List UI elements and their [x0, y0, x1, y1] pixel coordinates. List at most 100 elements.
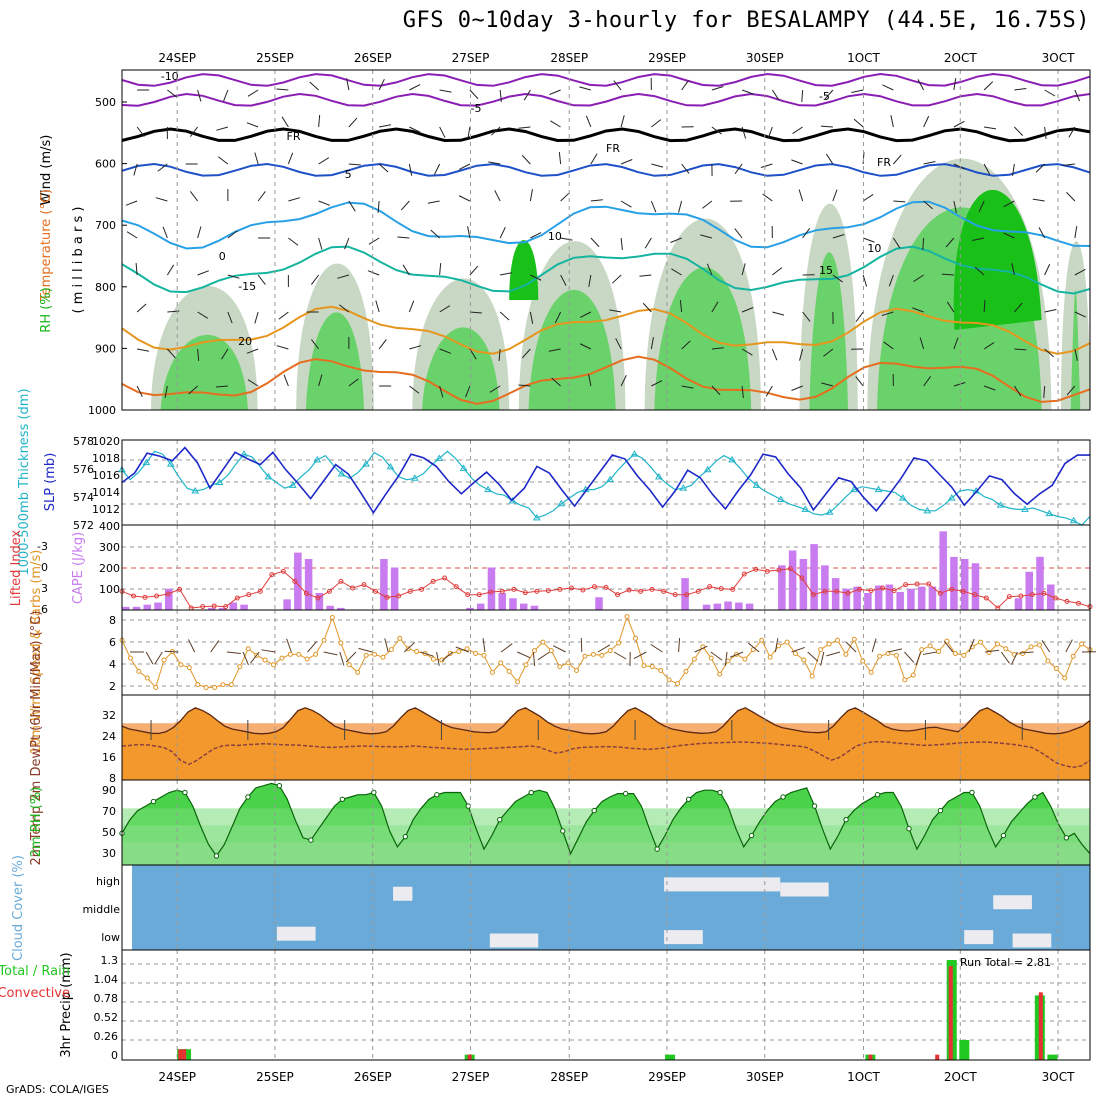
wind-barb: [1044, 263, 1051, 276]
precip-ytick-3: 0.52: [94, 1011, 119, 1024]
wind-speed-point: [153, 684, 159, 690]
wind10m-barb: [943, 640, 954, 653]
wind-barb: [639, 274, 652, 277]
wind-speed-point: [961, 652, 967, 658]
date-label-top-4: 28SEP: [550, 51, 588, 65]
wind-speed-point: [262, 657, 268, 663]
wind-speed-point: [809, 673, 815, 679]
wind-ytick-0: 8: [109, 614, 116, 627]
wind-barb: [767, 126, 773, 139]
wind-barb: [1014, 126, 1024, 136]
li-line: [121, 568, 1091, 609]
rh2m-band-2: [122, 808, 1090, 865]
wind-barb: [862, 194, 874, 202]
wind-barb: [922, 237, 925, 251]
wind-barb: [855, 311, 864, 323]
wind-barb: [287, 152, 294, 165]
thickness-ylabel: 1000-500mb Thickness (dm): [17, 388, 32, 575]
precip-ytick-4: 0.26: [94, 1030, 119, 1043]
wind-speed-point: [1079, 641, 1085, 647]
wind-barb: [281, 116, 289, 128]
wind10m-barb: [188, 639, 196, 653]
wind-barb: [550, 120, 561, 128]
upper-ylabel-wind: Wind (m/s): [39, 135, 54, 206]
wind-speed-point: [902, 677, 908, 683]
wind-barb: [1032, 198, 1045, 202]
wind10m-barb: [242, 651, 249, 666]
cloud-level-1: middle: [82, 903, 120, 916]
wind-barb: [318, 374, 323, 387]
cape-bar-8: [208, 607, 216, 610]
wind-barb: [762, 193, 773, 202]
wind-barb: [820, 125, 833, 128]
wind-barb: [136, 303, 147, 313]
wind-barb: [530, 274, 542, 281]
wind-speed-point: [380, 654, 386, 660]
wind-barb: [681, 163, 690, 174]
thickness-marker: [386, 462, 395, 470]
rh2m-point: [748, 832, 755, 839]
rh2m-point: [622, 790, 629, 797]
date-label-bottom-6: 30SEP: [746, 1070, 784, 1084]
thickness-marker: [679, 484, 688, 491]
thickness-marker: [825, 508, 834, 515]
wind-speed-point: [338, 640, 344, 646]
wind10m-barb: [384, 638, 389, 653]
wind-barb: [579, 343, 592, 350]
cape-bar-58: [745, 603, 754, 610]
wind-barb: [521, 348, 531, 359]
li-point: [338, 578, 344, 584]
cape-bar-69: [864, 593, 872, 610]
wind-barb: [311, 274, 320, 285]
wind-barb: [771, 89, 780, 101]
wind-barb: [348, 378, 359, 387]
cape-bar-11: [240, 604, 248, 610]
rh2m-point: [434, 792, 440, 798]
wind-speed-point: [590, 651, 596, 657]
wind-barb: [136, 385, 143, 398]
wind-barb: [197, 311, 209, 319]
wind10m-barb: [724, 651, 728, 666]
precip-ytick-2: 0.78: [94, 992, 119, 1005]
rh2m-point: [276, 782, 283, 789]
cape-bar-70: [874, 585, 883, 610]
wind-barb: [254, 311, 259, 324]
li-point: [638, 588, 644, 594]
wind-barb: [439, 126, 446, 138]
thickness-marker: [777, 495, 785, 502]
rh2m-ytick-1: 70: [102, 805, 116, 818]
wind-barb: [1062, 163, 1075, 166]
wind10m-barb: [613, 651, 627, 660]
li-point: [315, 595, 321, 601]
date-label-bottom-5: 29SEP: [648, 1070, 686, 1084]
wind-speed-point: [565, 660, 571, 666]
wind-barb: [549, 89, 561, 95]
rh2m-point: [497, 816, 503, 823]
wind-barb: [590, 153, 598, 165]
wind-barb: [590, 237, 600, 248]
wind-speed-point: [540, 639, 546, 645]
wind-speed-point: [885, 650, 891, 656]
wind-barb: [247, 379, 259, 387]
wind-speed-point: [1070, 653, 1076, 659]
cape-bar-38: [530, 605, 539, 610]
wind-speed-point: [313, 651, 319, 657]
li-point: [373, 588, 379, 594]
wind-barb: [953, 382, 966, 387]
wind10m-barb: [482, 638, 486, 653]
li-ytick-left-1: 0: [41, 561, 48, 574]
wind-barb: [499, 311, 510, 321]
upper-air-frame: [121, 69, 1091, 411]
rh2m-ytick-3: 30: [102, 847, 116, 860]
precip-conv-bar-3: [868, 1054, 873, 1060]
precip-conv-bar-5: [948, 966, 953, 1060]
wind-barb: [972, 237, 985, 241]
li-point: [776, 567, 782, 573]
cape-bar-67: [842, 588, 851, 610]
rh2m-ytick-0: 90: [102, 784, 116, 797]
isotherm-label-3: FR: [287, 130, 301, 143]
wind-barb: [941, 273, 954, 276]
slp-ytick-right-1: 1018: [92, 452, 120, 465]
cloud-level-2: low: [101, 931, 120, 944]
wind10m-barb: [1041, 639, 1051, 653]
